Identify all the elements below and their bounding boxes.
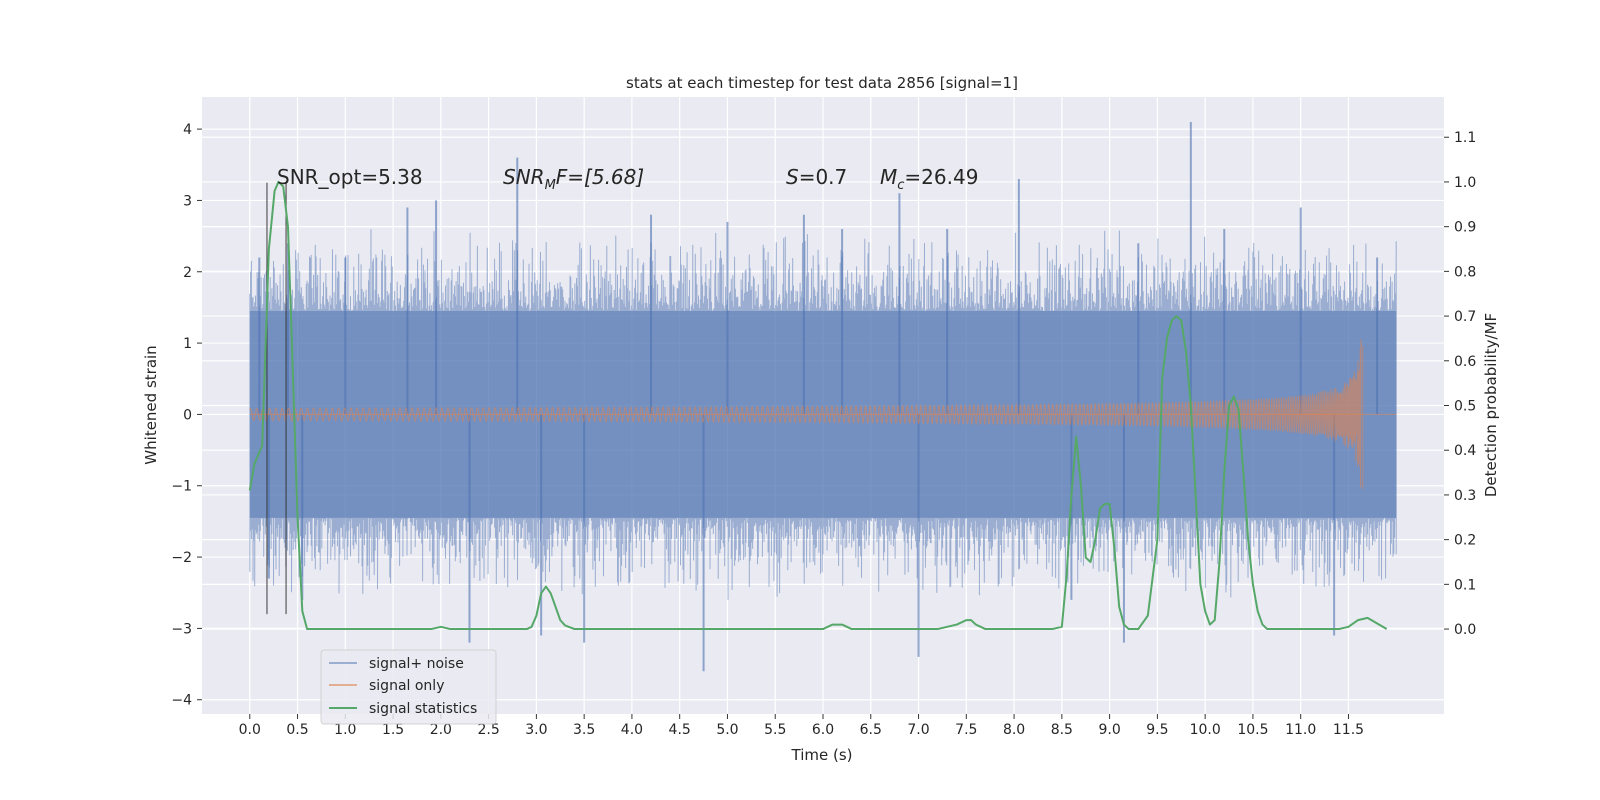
y-right-tick-label: 0.6 <box>1454 354 1476 370</box>
annotation-snr-mf-rest: F=[5.68] <box>556 165 644 189</box>
y-axis-left-label: Whitened strain <box>142 345 160 464</box>
y-left-tick-label: 2 <box>183 265 192 281</box>
annotation-mc-rest: =26.49 <box>904 165 978 189</box>
y-right-tick-label: 1.0 <box>1454 175 1476 191</box>
x-tick-label: 8.0 <box>1003 722 1025 738</box>
x-tick-label: 1.0 <box>334 722 356 738</box>
series-signal-statistics <box>248 180 1388 631</box>
y-right-tick-label: 0.3 <box>1454 488 1476 504</box>
threshold-lines <box>266 182 287 615</box>
x-tick-label: 8.5 <box>1051 722 1073 738</box>
y-left-tick-label: 4 <box>183 122 192 138</box>
annotation-s: S=0.7 <box>786 165 847 189</box>
x-axis-ticks: 0.0 0.5 1.0 1.5 2.0 2.5 3.0 3.5 4.0 4.5 5.0 5.5 6.0 6… <box>239 714 1364 738</box>
chirp-trace <box>249 339 1364 490</box>
x-tick-label: 5.5 <box>764 722 786 738</box>
y-left-tick-label: 3 <box>183 193 192 209</box>
legend-label-signal-statistics: signal statistics <box>369 701 477 717</box>
x-tick-label: 3.0 <box>525 722 547 738</box>
annotation-s-rest: =0.7 <box>799 165 848 189</box>
x-tick-label: 11.0 <box>1285 722 1316 738</box>
y-left-tick-label: −2 <box>171 550 192 566</box>
x-tick-label: 1.5 <box>382 722 404 738</box>
y-left-tick-label: 0 <box>183 407 192 423</box>
x-tick-label: 10.0 <box>1190 722 1221 738</box>
x-tick-label: 2.0 <box>430 722 452 738</box>
y-right-tick-label: 0.0 <box>1454 622 1476 638</box>
y-right-tick-label: 0.8 <box>1454 264 1476 280</box>
y-left-tick-label: −1 <box>171 479 192 495</box>
legend-label-signal-noise: signal+ noise <box>369 656 464 672</box>
y-right-tick-label: 0.9 <box>1454 220 1476 236</box>
y-axis-right-ticks: 1.1 1.0 0.9 0.8 0.7 0.6 0.5 0.4 0.3 0.2 0.1 0.0 <box>1444 130 1476 638</box>
series-signal-only <box>249 339 1397 490</box>
x-tick-label: 5.0 <box>716 722 738 738</box>
x-tick-label: 6.0 <box>812 722 834 738</box>
annotation-mc-sub: c <box>897 178 904 193</box>
y-right-tick-label: 1.1 <box>1454 130 1476 146</box>
y-right-tick-label: 0.5 <box>1454 399 1476 415</box>
y-left-tick-label: −4 <box>171 693 192 709</box>
x-tick-label: 7.0 <box>907 722 929 738</box>
legend: signal+ noise signal only signal statist… <box>320 649 497 725</box>
x-tick-label: 4.5 <box>669 722 691 738</box>
x-tick-label: 9.0 <box>1098 722 1120 738</box>
statistics-line <box>248 180 1388 631</box>
x-tick-label: 3.5 <box>573 722 595 738</box>
annotation-mc: Mc=26.49 <box>880 165 978 193</box>
legend-label-signal-only: signal only <box>369 678 444 694</box>
y-axis-right-label: Detection probability/MF <box>1482 313 1500 497</box>
noise-trace <box>249 229 1397 600</box>
y-right-tick-label: 0.7 <box>1454 309 1476 325</box>
x-tick-label: 7.5 <box>955 722 977 738</box>
annotation-snr-mf-sub: M <box>545 178 556 193</box>
chart-title: stats at each timestep for test data 285… <box>626 74 1018 92</box>
annotation-snr-mf-base: SNR <box>503 165 545 189</box>
y-right-tick-label: 0.4 <box>1454 443 1476 459</box>
x-tick-label: 2.5 <box>477 722 499 738</box>
x-tick-label: 9.5 <box>1146 722 1168 738</box>
x-tick-label: 6.5 <box>860 722 882 738</box>
x-tick-label: 11.5 <box>1333 722 1364 738</box>
y-left-tick-label: 1 <box>183 336 192 352</box>
x-tick-label: 10.5 <box>1237 722 1268 738</box>
x-tick-label: 4.0 <box>621 722 643 738</box>
legend-box <box>320 649 497 725</box>
x-axis-label: Time (s) <box>791 746 853 764</box>
annotation-snr-mf: SNRMF=[5.68] <box>503 165 644 193</box>
y-right-tick-label: 0.1 <box>1454 577 1476 593</box>
annotation-snr-opt: SNR_opt=5.38 <box>277 165 423 189</box>
annotation-s-base: S <box>786 165 799 189</box>
y-axis-left-ticks: 4 3 2 1 0 −1 −2 −3 −4 <box>171 122 202 709</box>
x-tick-label: 0.5 <box>286 722 308 738</box>
x-tick-label: 0.0 <box>239 722 261 738</box>
y-left-tick-label: −3 <box>171 621 192 637</box>
y-right-tick-label: 0.2 <box>1454 533 1476 549</box>
annotation-mc-base: M <box>880 165 897 189</box>
